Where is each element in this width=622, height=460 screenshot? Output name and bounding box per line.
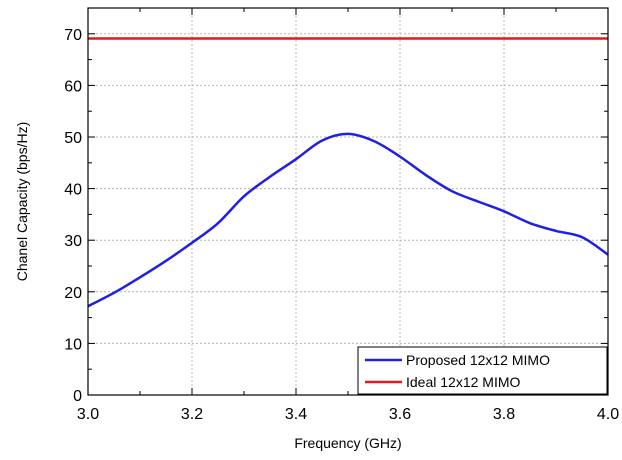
y-tick-label: 70 [64,27,82,44]
y-tick-label: 10 [64,336,82,353]
x-axis-title: Frequency (GHz) [294,435,401,451]
x-tick-label: 3.8 [493,406,515,423]
y-tick-label: 0 [73,388,82,405]
y-tick-label: 60 [64,78,82,95]
legend: Proposed 12x12 MIMO Ideal 12x12 MIMO [357,346,608,395]
x-tick-label: 3.2 [181,406,203,423]
y-tick-label: 40 [64,182,82,199]
y-tick-label: 20 [64,285,82,302]
legend-label-ideal: Ideal 12x12 MIMO [406,374,520,390]
x-tick-label: 4.0 [597,406,619,423]
x-tick-label: 3.6 [389,406,411,423]
series-lines [87,37,609,308]
axis-ticks: 3.0 3.2 3.4 3.6 3.8 4.0 0 10 20 30 40 50 60 70 [64,8,619,423]
legend-label-proposed: Proposed 12x12 MIMO [406,352,550,368]
y-tick-label: 30 [64,233,82,250]
x-tick-label: 3.0 [77,406,99,423]
legend-box [357,346,608,395]
grid-lines [88,8,608,395]
x-tick-label: 3.4 [285,406,307,423]
series-line-proposed [87,132,609,308]
y-tick-label: 50 [64,130,82,147]
plot-frame [87,7,609,396]
y-axis-title: Chanel Capacity (bps/Hz) [14,122,30,282]
